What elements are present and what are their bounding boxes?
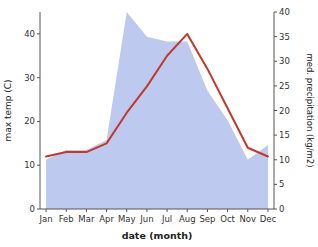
y2-tick <box>274 209 277 210</box>
y-tick-label: 0 <box>30 204 35 214</box>
y2-tick <box>274 12 277 13</box>
y-axis <box>40 12 41 209</box>
y2-tick <box>274 61 277 62</box>
x-tick <box>167 209 168 212</box>
y-axis-label: max temp (C) <box>3 79 13 141</box>
x-tick-label: May <box>118 214 136 224</box>
y2-tick-label: 30 <box>279 56 290 66</box>
y2-tick <box>274 184 277 185</box>
y-tick <box>37 165 40 166</box>
y-tick <box>37 33 40 34</box>
plot-area <box>46 12 268 209</box>
y2-tick-label: 10 <box>279 155 290 165</box>
y2-tick-label: 15 <box>279 130 290 140</box>
y-tick <box>37 209 40 210</box>
x-tick <box>227 209 228 212</box>
line <box>46 34 268 157</box>
x-tick <box>146 209 147 212</box>
x-tick-label: Oct <box>220 214 235 224</box>
x-tick <box>46 209 47 212</box>
y-tick <box>37 121 40 122</box>
x-tick <box>187 209 188 212</box>
x-tick <box>106 209 107 212</box>
y-tick-label: 30 <box>24 73 35 83</box>
y2-axis-label: med. precipitation (kg/m2) <box>305 53 315 167</box>
y2-tick-label: 20 <box>279 106 290 116</box>
x-tick-label: Apr <box>99 214 114 224</box>
x-tick-label: Mar <box>78 214 95 224</box>
x-tick <box>267 209 268 212</box>
y2-tick-label: 40 <box>279 7 290 17</box>
y2-tick <box>274 159 277 160</box>
area <box>46 12 268 209</box>
x-tick <box>126 209 127 212</box>
y-tick-label: 10 <box>24 160 35 170</box>
y2-tick <box>274 135 277 136</box>
y2-tick <box>274 110 277 111</box>
chart: 0 10 20 30 40 0 5 10 15 20 25 30 35 40 Jan Feb Mar Apr May… <box>0 0 318 247</box>
x-tick <box>66 209 67 212</box>
x-tick <box>86 209 87 212</box>
y2-tick-label: 5 <box>279 179 284 189</box>
y2-tick-label: 0 <box>279 204 284 214</box>
y-tick-label: 20 <box>24 116 35 126</box>
y2-tick <box>274 36 277 37</box>
x-tick-label: Dec <box>260 214 277 224</box>
y2-tick-label: 25 <box>279 81 290 91</box>
x-tick-label: Jul <box>161 214 172 224</box>
chart-container: 0 10 20 30 40 0 5 10 15 20 25 30 35 40 Jan Feb Mar Apr May… <box>0 0 318 247</box>
y2-tick <box>274 85 277 86</box>
x-axis-label: date (month) <box>122 230 193 241</box>
x-tick-label: Jun <box>139 214 153 224</box>
x-tick <box>207 209 208 212</box>
y-tick <box>37 77 40 78</box>
x-tick-label: Jan <box>38 214 52 224</box>
y2-tick-label: 35 <box>279 32 290 42</box>
x-tick-label: Aug <box>179 214 196 224</box>
x-axis <box>40 209 274 210</box>
x-tick <box>247 209 248 212</box>
y-tick-label: 40 <box>24 29 35 39</box>
x-tick-label: Sep <box>199 214 215 224</box>
x-tick-label: Nov <box>239 214 256 224</box>
x-tick-label: Feb <box>59 214 74 224</box>
